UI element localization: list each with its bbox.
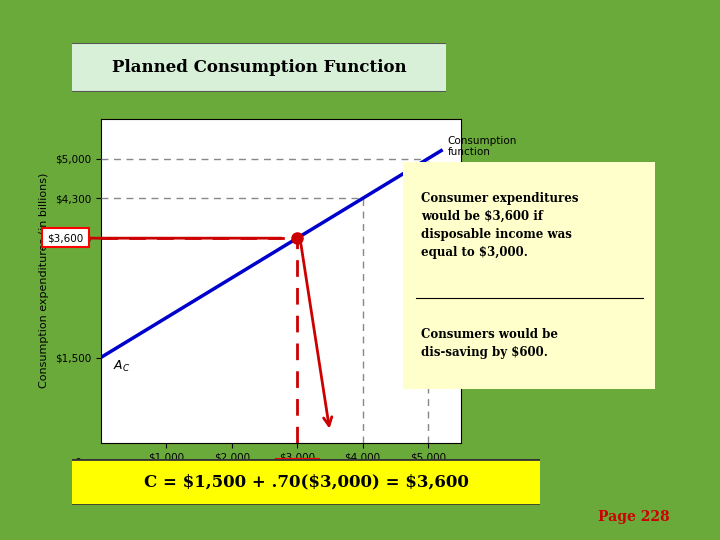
- FancyBboxPatch shape: [408, 166, 658, 398]
- FancyBboxPatch shape: [42, 228, 89, 247]
- Text: $A_C$: $A_C$: [112, 359, 130, 374]
- Text: Consumers would be
dis-saving by $600.: Consumers would be dis-saving by $600.: [420, 328, 558, 359]
- Text: 0: 0: [74, 458, 81, 468]
- Text: Planned Consumption Function: Planned Consumption Function: [112, 59, 407, 76]
- Text: $3,600: $3,600: [48, 233, 84, 243]
- Text: C = $1,500 + .70($3,000) = $3,600: C = $1,500 + .70($3,000) = $3,600: [143, 474, 469, 490]
- X-axis label: Disposable personal income (in billions): Disposable personal income (in billions): [170, 468, 392, 478]
- Text: $3,000: $3,000: [279, 462, 315, 471]
- FancyBboxPatch shape: [68, 458, 545, 505]
- Text: Consumer expenditures
would be $3,600 if
disposable income was
equal to $3,000.: Consumer expenditures would be $3,600 if…: [420, 192, 578, 259]
- Y-axis label: Consumption expenditures (in billions): Consumption expenditures (in billions): [40, 173, 49, 388]
- Text: Consumption
function: Consumption function: [448, 136, 517, 158]
- FancyBboxPatch shape: [72, 461, 549, 508]
- FancyBboxPatch shape: [276, 459, 319, 478]
- FancyBboxPatch shape: [401, 160, 658, 391]
- Text: Page 228: Page 228: [598, 510, 670, 524]
- FancyBboxPatch shape: [68, 43, 450, 92]
